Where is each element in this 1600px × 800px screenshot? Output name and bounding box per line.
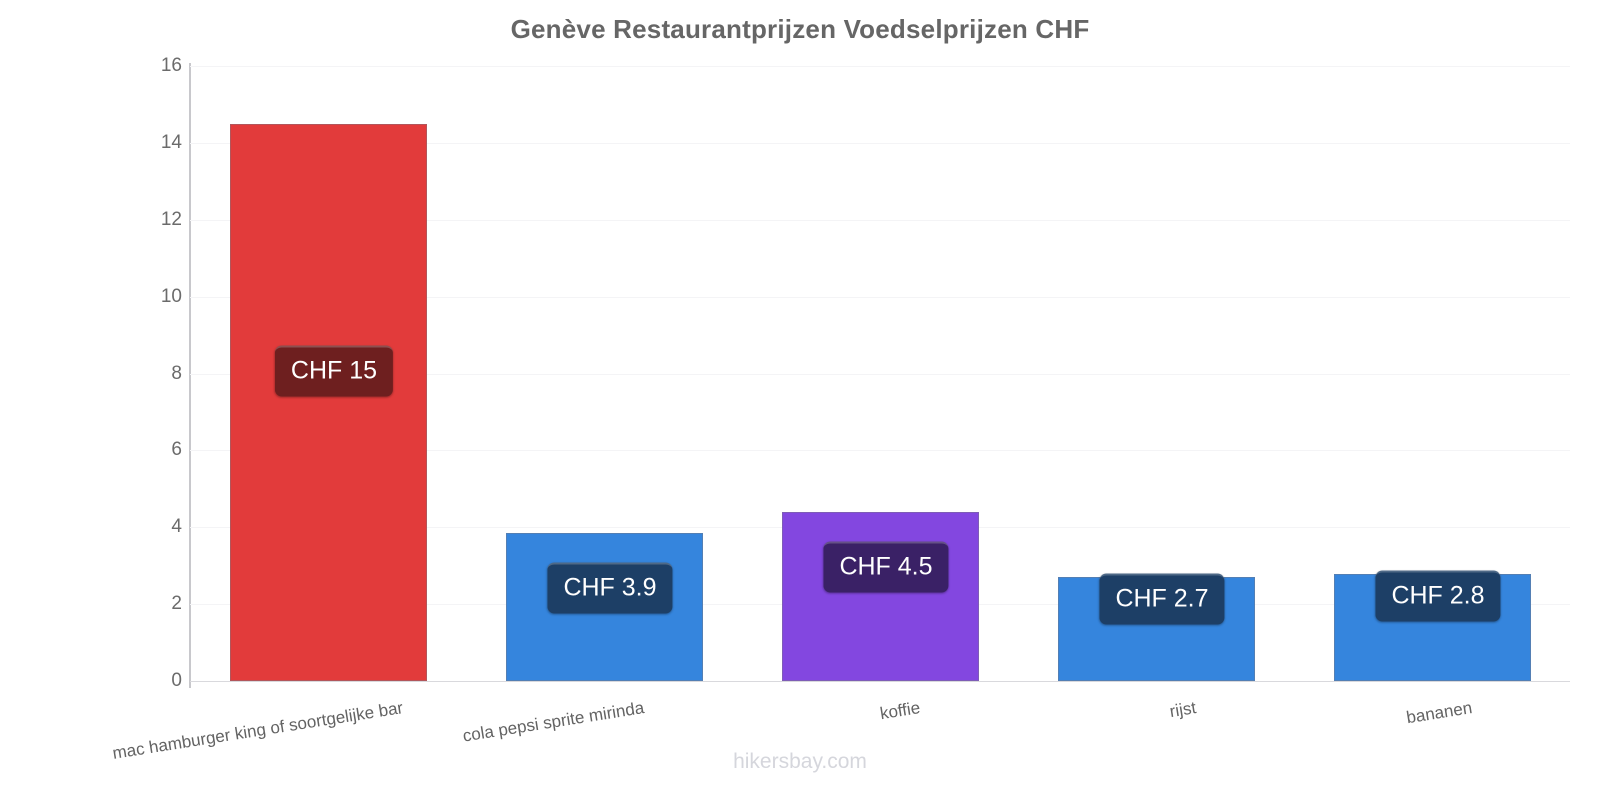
bar-value-label: CHF 4.5 bbox=[823, 541, 949, 593]
chart-title: Genève Restaurantprijzen Voedselprijzen … bbox=[510, 14, 1090, 44]
bar[interactable] bbox=[781, 511, 979, 681]
gridline bbox=[190, 142, 1570, 144]
y-axis-tick-label: 12 bbox=[160, 208, 182, 230]
y-axis-tick-label: 8 bbox=[171, 362, 182, 384]
watermark: hikersbay.com bbox=[733, 750, 867, 773]
bar-value-label: CHF 3.9 bbox=[547, 562, 673, 614]
gridline bbox=[190, 296, 1570, 298]
gridline bbox=[190, 66, 1570, 67]
x-axis-tick-label: bananen bbox=[1405, 698, 1474, 728]
bar-value-label: CHF 15 bbox=[274, 345, 394, 397]
y-axis-line bbox=[189, 63, 191, 688]
y-axis-tick-label: 10 bbox=[160, 285, 182, 307]
y-axis-tick-label: 16 bbox=[160, 55, 182, 76]
x-axis-tick-label: koffie bbox=[878, 698, 922, 724]
x-axis-tick-label: rijst bbox=[1168, 698, 1198, 722]
gridline bbox=[190, 373, 1570, 375]
bar[interactable] bbox=[229, 123, 427, 681]
y-axis-tick-label: 6 bbox=[171, 439, 182, 461]
y-axis-tick-label: 4 bbox=[171, 516, 182, 538]
gridline bbox=[190, 219, 1570, 221]
y-axis-tick-label: 2 bbox=[171, 593, 182, 615]
y-axis-tick-label: 14 bbox=[160, 131, 182, 153]
plot-area: CHF 15 CHF 3.9 CHF 4.5 CHF 2.7 CHF 2.8 bbox=[190, 66, 1570, 682]
bar-value-label: CHF 2.7 bbox=[1099, 573, 1225, 625]
gridline bbox=[190, 450, 1570, 452]
y-axis-tick-label: 0 bbox=[171, 670, 182, 691]
bar-value-label: CHF 2.8 bbox=[1375, 570, 1501, 622]
x-axis-tick-label: cola pepsi sprite mirinda bbox=[461, 698, 646, 746]
gridline bbox=[190, 681, 1570, 682]
